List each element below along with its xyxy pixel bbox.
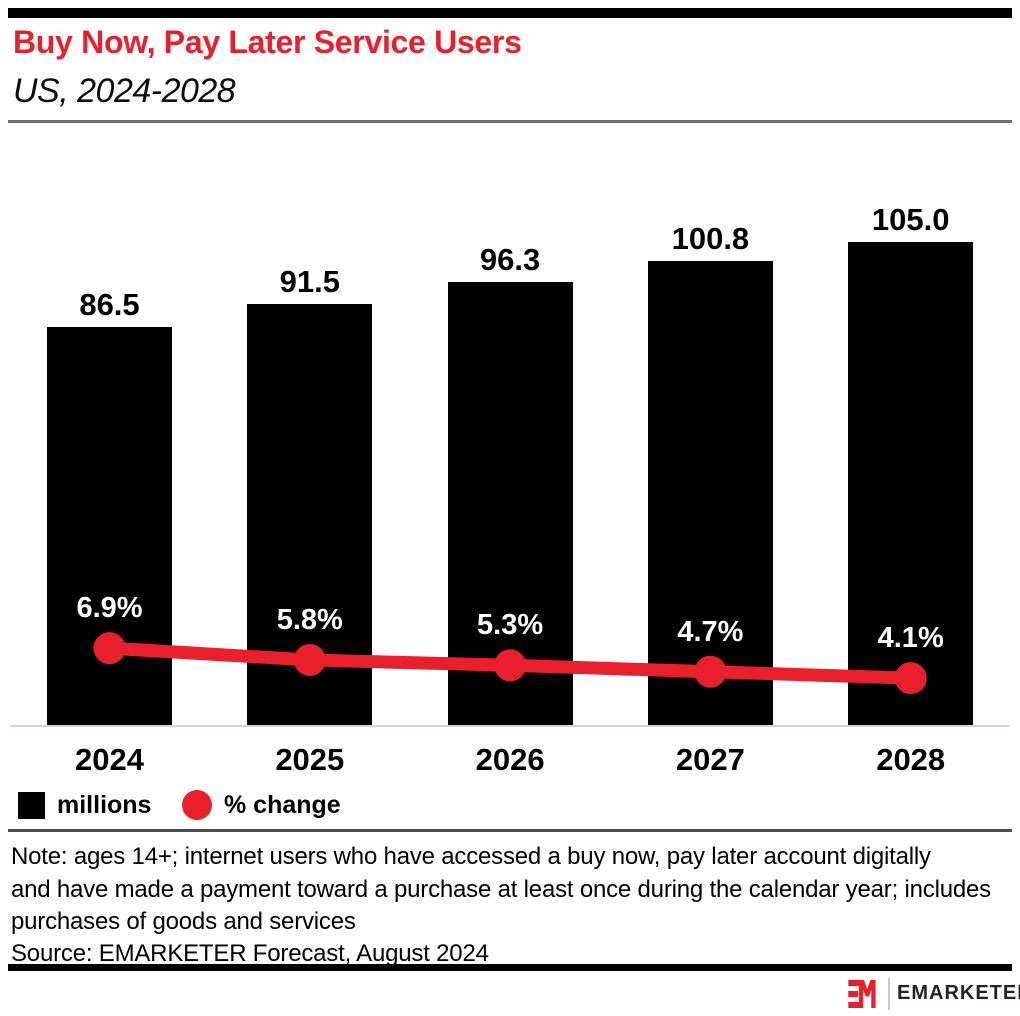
x-axis-label-2024: 2024 [75, 742, 144, 777]
emarketer-logo-icon [848, 980, 876, 1008]
note-line-2: and have made a payment toward a purchas… [11, 876, 991, 903]
bar-2026 [447, 282, 573, 725]
emarketer-wordmark: EMARKETER [897, 982, 1020, 1004]
bar-value-label-2025: 91.5 [279, 264, 340, 300]
footer-bar [8, 964, 1012, 971]
bar-value-label-2026: 96.3 [479, 242, 541, 278]
chart-subtitle: US, 2024-2028 [13, 72, 236, 110]
legend-square-swatch [18, 791, 45, 819]
note-line-3: purchases of goods and services [11, 908, 356, 935]
bar-value-label-2024: 86.5 [79, 287, 140, 323]
pct-change-label-2028: 4.1% [877, 622, 944, 655]
pct-change-label-2025: 5.8% [276, 603, 343, 636]
pct-change-label-2024: 6.9% [76, 592, 143, 625]
header-divider [8, 120, 1012, 123]
x-axis-line [10, 725, 1009, 727]
bar-2024 [47, 327, 172, 725]
top-accent-bar [8, 8, 1012, 18]
note-line-1: Note: ages 14+; internet users who have … [11, 843, 931, 870]
x-axis-label-2026: 2026 [475, 742, 545, 777]
x-axis-label-2028: 2028 [876, 742, 946, 777]
pct-change-label-2027: 4.7% [677, 615, 744, 648]
note-divider [8, 829, 1012, 832]
x-axis-label-2025: 2025 [275, 742, 345, 777]
bar-value-label-2027: 100.8 [671, 221, 750, 257]
legend-item-millions: millions [18, 790, 151, 820]
logo-divider [888, 978, 890, 1010]
bar-2025 [247, 304, 373, 725]
bar-value-label-2028: 105.0 [871, 202, 950, 237]
pct-change-label-2026: 5.3% [477, 609, 544, 642]
chart-title: Buy Now, Pay Later Service Users [13, 24, 522, 60]
legend-item-pct-change: % change [182, 790, 341, 820]
x-axis-label-2027: 2027 [675, 742, 745, 777]
legend-circle-swatch [182, 790, 212, 820]
legend-label-millions: millions [57, 790, 152, 819]
legend-label-pct-change: % change [224, 790, 341, 819]
bar-2027 [647, 261, 773, 725]
source-text: Source: EMARKETER Forecast, August 2024 [11, 940, 489, 967]
